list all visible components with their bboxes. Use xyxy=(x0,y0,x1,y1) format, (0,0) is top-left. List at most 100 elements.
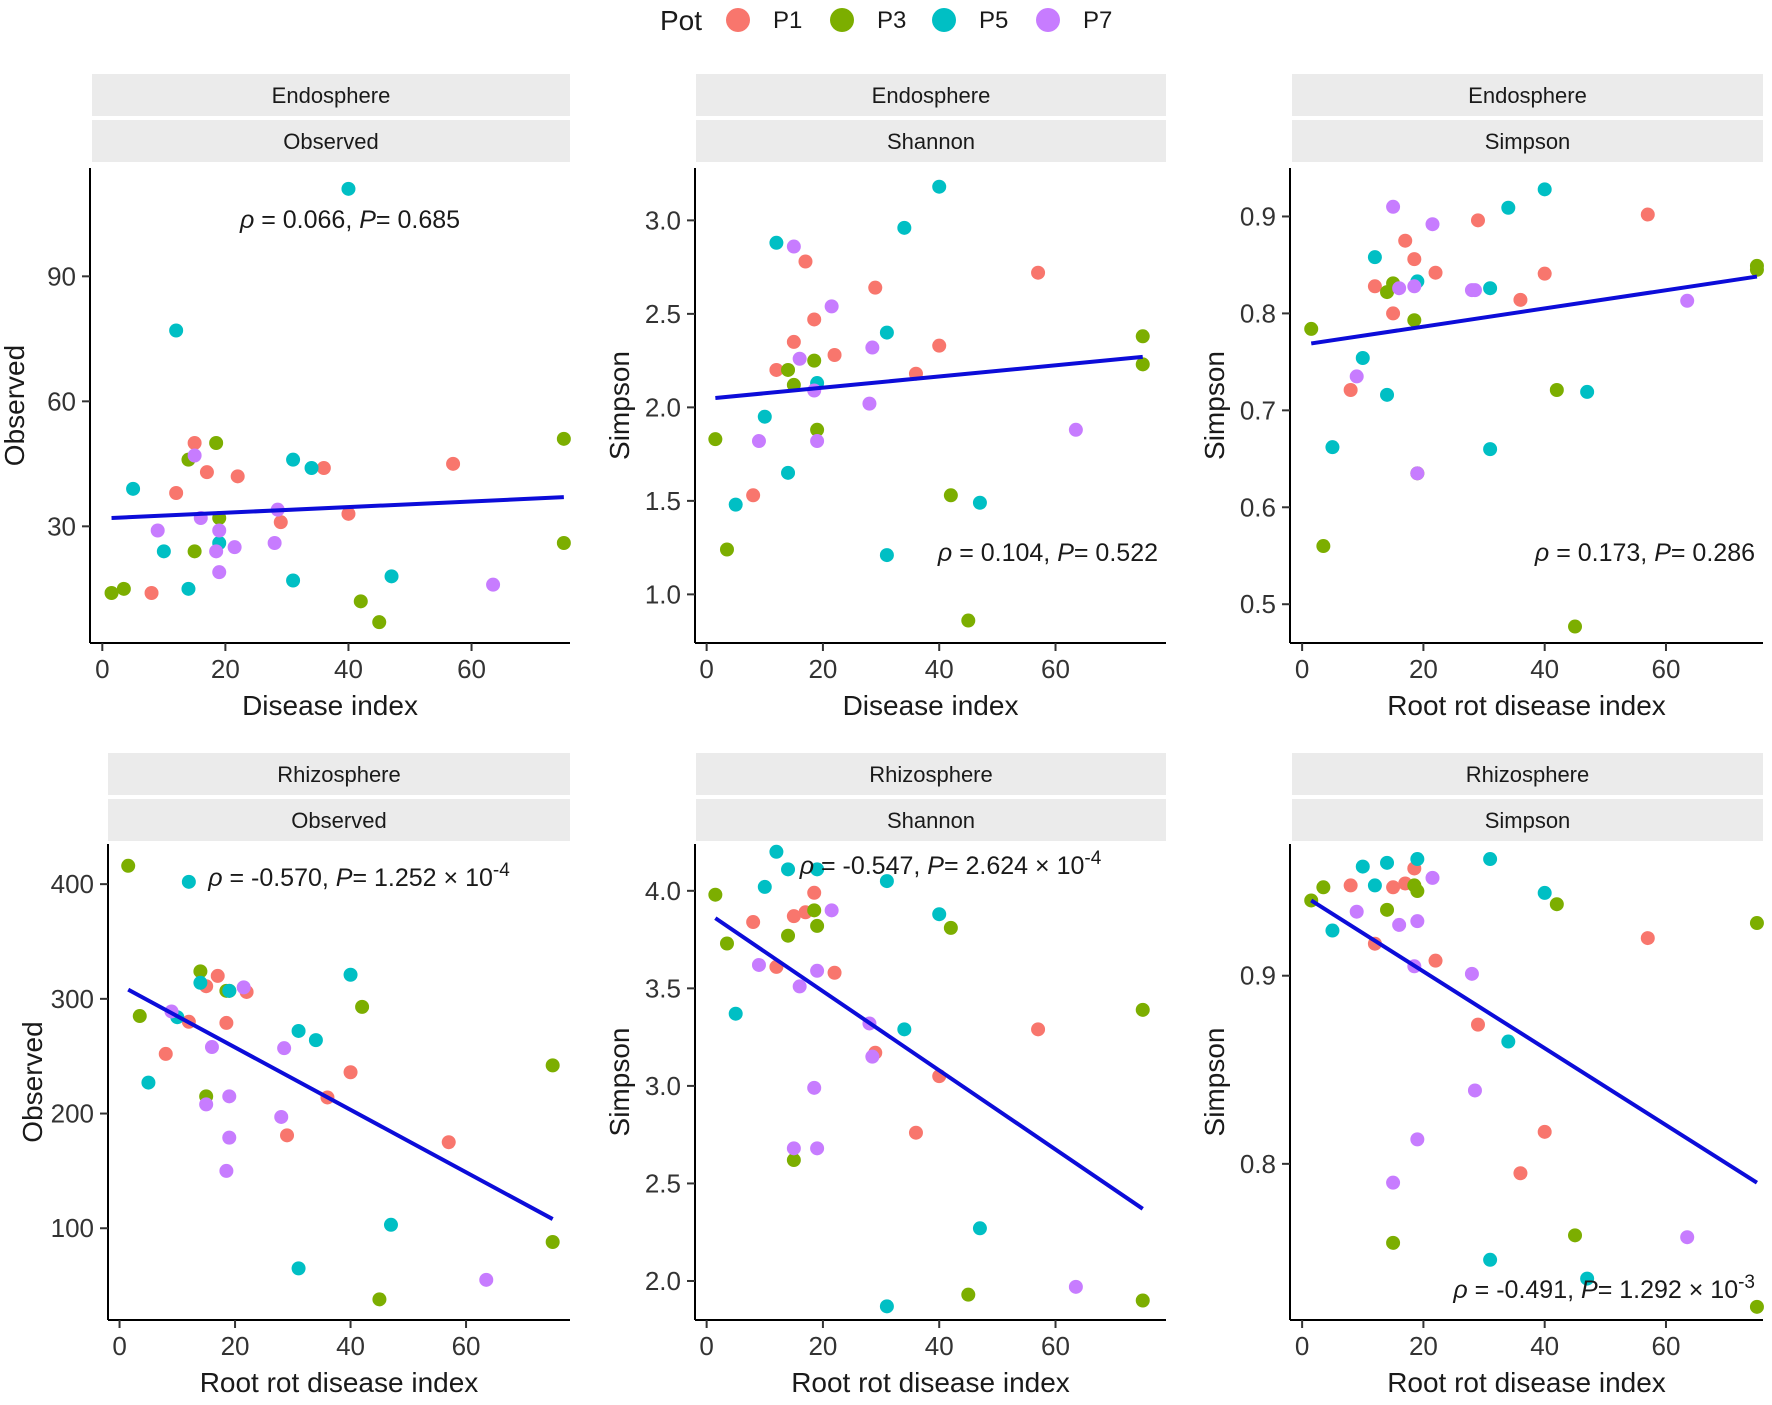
x-tick-label: 20 xyxy=(1409,654,1438,684)
point-p1 xyxy=(1386,306,1401,321)
point-p3 xyxy=(810,422,825,437)
point-p1 xyxy=(1407,252,1422,267)
x-tick-label: 20 xyxy=(221,1331,250,1361)
strip-bottom-label: Simpson xyxy=(1485,808,1571,833)
y-tick-label: 2.0 xyxy=(645,392,681,422)
strip-bottom-box xyxy=(108,799,570,841)
point-p3 xyxy=(355,999,370,1014)
p-exponent: -4 xyxy=(493,860,510,881)
point-p5 xyxy=(897,1022,912,1037)
x-tick-label: 40 xyxy=(1530,654,1559,684)
point-p3 xyxy=(943,488,958,503)
panel-6: Rhizosphere Simpson 0 20 40 60 0.8 0.9 Root rot … xyxy=(1199,753,1764,1398)
point-p5 xyxy=(291,1023,306,1038)
point-p5 xyxy=(384,569,399,584)
point-p7 xyxy=(807,1080,822,1095)
y-tick-label: 2.5 xyxy=(645,299,681,329)
point-p5 xyxy=(769,844,784,859)
point-p3 xyxy=(104,586,119,600)
point-p7 xyxy=(1407,279,1422,294)
point-p7 xyxy=(824,299,839,314)
x-axis-title: Disease index xyxy=(843,690,1019,721)
legend-label-p5: P5 xyxy=(979,7,1008,34)
point-p5 xyxy=(1410,852,1425,867)
x-axis-title: Root rot disease index xyxy=(1387,1367,1666,1398)
point-p7 xyxy=(792,979,807,994)
point-p1 xyxy=(807,885,822,900)
x-tick-label: 40 xyxy=(334,654,363,684)
y-tick-label: 1.5 xyxy=(645,486,681,516)
y-tick-label: 3.5 xyxy=(645,973,681,1003)
rho-value: = -0.491, xyxy=(1468,1276,1581,1304)
point-p1 xyxy=(1428,953,1443,968)
y-tick-label: 2.0 xyxy=(645,1266,681,1296)
p-symbol: P xyxy=(1654,539,1671,567)
x-tick-label: 0 xyxy=(95,654,109,684)
point-p3 xyxy=(1749,916,1764,931)
point-p3 xyxy=(719,936,734,951)
point-p3 xyxy=(781,928,796,943)
rho-value: = 0.173, xyxy=(1549,539,1654,567)
point-p5 xyxy=(1501,200,1516,215)
point-p3 xyxy=(1549,382,1564,397)
point-p3 xyxy=(1749,262,1764,277)
point-p5 xyxy=(810,862,825,877)
point-p1 xyxy=(446,456,461,471)
strip-top-box xyxy=(1292,74,1763,116)
strip-bottom-box xyxy=(92,120,570,162)
rho-symbol: ρ xyxy=(937,539,952,567)
panel-3: Endosphere Simpson 0 20 40 60 0.5 0.6 0.7 0.8 0.9 R… xyxy=(1199,74,1764,721)
x-tick-label: 60 xyxy=(1652,1331,1681,1361)
point-p7 xyxy=(1425,217,1440,232)
p-symbol: P xyxy=(927,852,944,880)
point-p7 xyxy=(792,351,807,366)
point-p1 xyxy=(1343,382,1358,397)
p-value: = 1.252 × 10 xyxy=(352,864,492,892)
panel-2: Endosphere Shannon 0 20 40 60 1.0 1.5 2.0 2.5 3.0 D… xyxy=(604,74,1166,721)
point-p1 xyxy=(273,515,288,530)
point-p5 xyxy=(1483,281,1498,296)
point-p3 xyxy=(556,536,571,550)
point-p5 xyxy=(308,1033,323,1048)
x-tick-label: 40 xyxy=(925,1331,954,1361)
point-p7 xyxy=(786,239,801,254)
y-axis-title: Simpson xyxy=(1199,351,1230,460)
legend-key-p5 xyxy=(932,8,956,32)
strip-top-box xyxy=(1292,753,1763,795)
point-p3 xyxy=(961,1287,976,1302)
y-axis-title: Simpson xyxy=(604,351,635,460)
point-p5 xyxy=(728,497,743,512)
point-p7 xyxy=(212,565,227,580)
legend-label-p1: P1 xyxy=(773,7,802,34)
y-tick-label: 60 xyxy=(47,386,76,416)
point-p1 xyxy=(316,461,331,475)
point-p3 xyxy=(1135,357,1150,372)
point-p5 xyxy=(879,548,894,563)
rho-symbol: ρ xyxy=(1534,539,1549,567)
p-symbol: P xyxy=(1581,1276,1598,1304)
legend-label-p7: P7 xyxy=(1083,7,1112,34)
point-p5 xyxy=(879,874,894,889)
point-p5 xyxy=(1380,855,1395,870)
p-value: = 0.286 xyxy=(1671,539,1755,567)
legend-label-p3: P3 xyxy=(877,7,906,34)
point-p7 xyxy=(862,396,877,411)
point-p7 xyxy=(267,536,282,550)
point-p3 xyxy=(372,615,387,630)
point-p7 xyxy=(274,1109,289,1124)
point-p1 xyxy=(746,915,761,930)
point-p5 xyxy=(343,967,358,982)
regression-line xyxy=(127,987,554,1221)
point-p7 xyxy=(212,523,227,538)
point-p7 xyxy=(865,1049,880,1064)
point-p1 xyxy=(199,465,214,480)
point-p7 xyxy=(199,1097,214,1112)
point-p3 xyxy=(353,594,368,609)
point-p1 xyxy=(169,486,184,500)
point-p5 xyxy=(897,220,912,235)
point-p5 xyxy=(879,1299,894,1314)
point-p5 xyxy=(879,325,894,340)
point-p1 xyxy=(827,965,842,980)
point-p1 xyxy=(746,488,761,503)
